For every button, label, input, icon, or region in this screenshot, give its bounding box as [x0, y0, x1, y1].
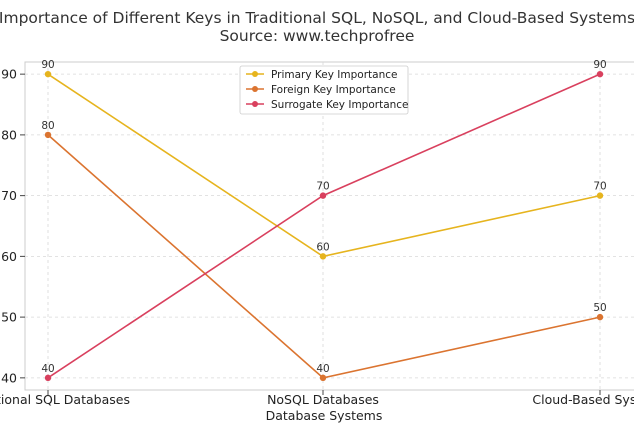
data-point	[319, 192, 327, 199]
data-label: 90	[593, 59, 606, 71]
legend-box	[239, 65, 409, 115]
y-axis: 40 50 60 70 80 90	[1, 67, 25, 385]
x-axis-label: Database Systems	[266, 408, 383, 423]
y-tick-label: 70	[1, 188, 17, 203]
legend: Primary Key Importance Foreign Key Import…	[239, 65, 409, 115]
data-point	[319, 253, 327, 260]
plot-area	[24, 61, 634, 391]
data-label: 40	[41, 363, 54, 375]
legend-entry: Foreign Key Importance	[271, 84, 396, 96]
data-point	[596, 70, 604, 78]
data-label: 70	[316, 181, 329, 193]
y-tick-label: 60	[1, 249, 17, 264]
data-label: 40	[316, 363, 329, 375]
data-point	[44, 374, 52, 382]
legend-entry: Surrogate Key Importance	[271, 99, 409, 111]
chart-subtitle: Source: www.techprofree	[220, 27, 415, 45]
grid-lines	[25, 62, 634, 390]
data-point	[319, 374, 327, 382]
y-tick-label: 90	[1, 67, 17, 82]
data-point	[596, 192, 604, 199]
legend-swatch-marker	[252, 71, 258, 77]
y-tick-label: 40	[1, 370, 17, 385]
data-label: 50	[593, 302, 606, 314]
data-point	[44, 131, 52, 139]
data-point	[596, 313, 604, 321]
data-label: 60	[316, 241, 329, 253]
x-tick-label: Cloud-Based Systems	[532, 392, 634, 407]
series-group	[44, 70, 604, 382]
y-tick-label: 50	[1, 310, 17, 325]
data-point	[44, 70, 52, 78]
data-label: 80	[41, 120, 54, 132]
legend-swatch-marker	[252, 101, 258, 107]
series-line	[47, 73, 601, 379]
data-labels: 90 60 70 80 40 50 40 70 90	[41, 59, 606, 375]
x-axis: Traditional SQL Databases NoSQL Databases…	[0, 390, 634, 407]
data-label: 90	[41, 59, 54, 71]
data-label: 70	[593, 181, 606, 193]
chart-title: Importance of Different Keys in Traditio…	[0, 9, 634, 27]
y-tick-label: 80	[1, 127, 17, 142]
legend-swatch-marker	[252, 86, 258, 92]
x-tick-label: NoSQL Databases	[267, 392, 379, 407]
legend-entry: Primary Key Importance	[271, 69, 397, 81]
x-tick-label: Traditional SQL Databases	[0, 392, 130, 407]
